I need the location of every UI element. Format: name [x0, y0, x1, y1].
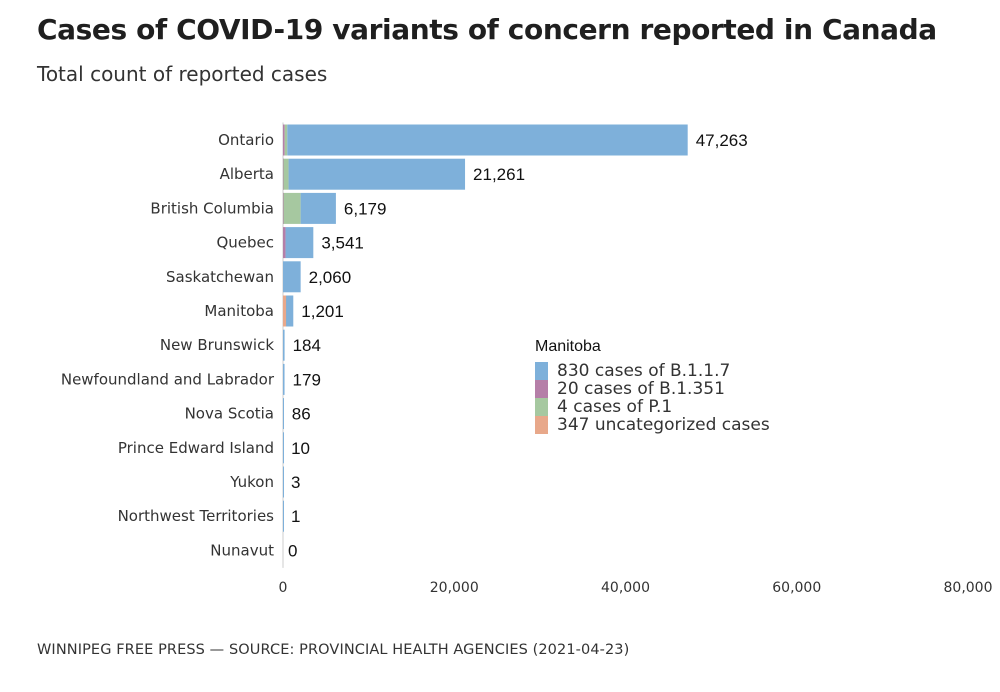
category-label: Prince Edward Island — [118, 439, 274, 457]
bar-segment-b117 — [283, 398, 284, 430]
value-label: 1 — [291, 507, 300, 526]
legend-item: 347 uncategorized cases — [535, 416, 770, 434]
bar-segment-p1 — [284, 124, 288, 156]
legend-label: 830 cases of B.1.1.7 — [557, 361, 731, 381]
value-label: 6,179 — [344, 199, 387, 218]
category-label: Nunavut — [210, 541, 274, 559]
value-label: 3,541 — [321, 234, 364, 253]
legend-item: 830 cases of B.1.1.7 — [535, 362, 770, 380]
bar-segment-uncategorized — [283, 295, 286, 327]
chart-title: Cases of COVID-19 variants of concern re… — [37, 13, 937, 46]
bar-segment-b117 — [300, 192, 336, 224]
category-label: Alberta — [220, 165, 274, 183]
legend-swatch — [535, 416, 548, 434]
x-tick-label: 60,000 — [772, 580, 821, 596]
bar-segment-b1351 — [283, 192, 284, 224]
category-label: British Columbia — [150, 199, 274, 217]
chart-subtitle: Total count of reported cases — [37, 62, 328, 86]
x-tick-label: 80,000 — [944, 580, 993, 596]
legend-swatch — [535, 380, 548, 398]
bar-segment-b117 — [287, 124, 688, 156]
legend-swatch — [535, 362, 548, 380]
legend-items: 830 cases of B.1.1.7 20 cases of B.1.351 4… — [535, 362, 770, 434]
x-tick-label: 40,000 — [601, 580, 650, 596]
legend-item: 4 cases of P.1 — [535, 398, 770, 416]
bar-segment-b117 — [288, 158, 466, 190]
legend: Manitoba 830 cases of B.1.1.7 20 cases of… — [535, 338, 770, 434]
legend-item: 20 cases of B.1.351 — [535, 380, 770, 398]
category-label: New Brunswick — [160, 336, 274, 354]
bar-segment-b117 — [285, 227, 314, 259]
bar-chart: Ontario 47,263 Alberta 21,261 British Columb… — [61, 122, 993, 596]
bar-segment-b1351 — [283, 124, 285, 156]
category-label: Saskatchewan — [166, 268, 274, 286]
legend-label: 20 cases of B.1.351 — [557, 379, 725, 399]
bar-segment-p1 — [283, 158, 289, 190]
category-label: Quebec — [216, 234, 274, 252]
legend-label: 4 cases of P.1 — [557, 397, 673, 417]
x-tick-label: 0 — [279, 580, 288, 596]
category-label: Yukon — [229, 473, 274, 491]
bar-segment-b117 — [283, 363, 285, 395]
value-label: 0 — [288, 541, 297, 560]
legend-title: Manitoba — [535, 338, 601, 355]
value-label: 47,263 — [696, 131, 748, 150]
value-label: 21,261 — [473, 165, 525, 184]
x-tick-label: 20,000 — [430, 580, 479, 596]
legend-label: 347 uncategorized cases — [557, 415, 770, 435]
bar-segment-b117 — [283, 261, 301, 293]
value-label: 86 — [292, 405, 311, 424]
bar-segment-b117 — [283, 500, 284, 532]
value-label: 2,060 — [309, 268, 352, 287]
value-label: 179 — [293, 370, 321, 389]
legend-swatch — [535, 398, 548, 416]
bar-segment-b117 — [283, 466, 284, 498]
category-label: Newfoundland and Labrador — [61, 370, 275, 388]
bar-segment-b117 — [283, 329, 285, 361]
bar-segment-b117 — [286, 295, 294, 327]
category-label: Manitoba — [204, 302, 274, 320]
bar-segment-b1351 — [283, 227, 286, 259]
value-label: 10 — [291, 439, 310, 458]
category-label: Nova Scotia — [185, 405, 274, 423]
value-label: 1,201 — [301, 302, 344, 321]
category-label: Northwest Territories — [118, 507, 275, 525]
value-label: 3 — [291, 473, 300, 492]
bar-segment-p1 — [283, 192, 301, 224]
bar-segment-b117 — [283, 432, 284, 464]
source-credit: WINNIPEG FREE PRESS — SOURCE: PROVINCIAL… — [37, 642, 630, 658]
value-label: 184 — [293, 336, 321, 355]
category-label: Ontario — [218, 131, 274, 149]
